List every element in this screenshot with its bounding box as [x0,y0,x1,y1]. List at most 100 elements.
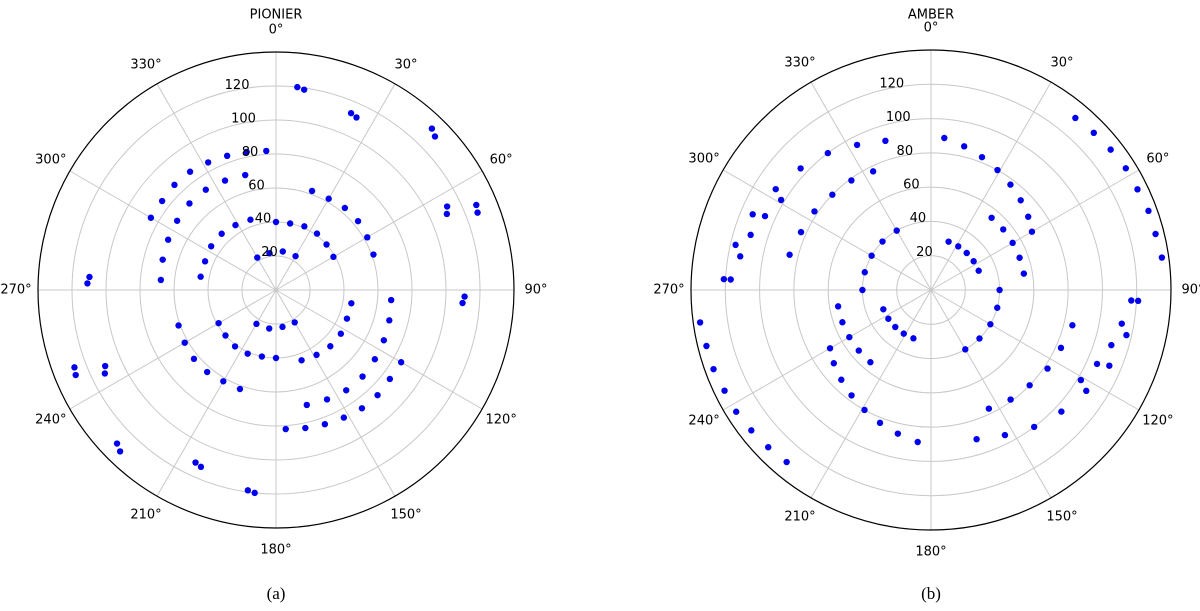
theta-tick-label: 330° [130,57,161,72]
theta-tick-label: 270° [653,283,684,298]
data-point [301,223,308,230]
data-point [327,343,334,350]
theta-grid-line [722,169,932,291]
data-point [347,109,355,117]
data-point [101,362,109,370]
data-point [829,191,836,198]
r-tick-label: 100 [231,112,256,127]
data-point [1020,270,1028,277]
data-point [996,286,1003,294]
theta-tick-label: 240° [35,413,66,428]
data-point [207,243,215,250]
data-point [853,141,861,149]
data-point [323,241,330,248]
data-point [1044,365,1051,372]
data-point [1128,297,1135,304]
data-point [985,405,993,412]
theta-tick-label: 30° [1050,56,1073,71]
data-point [443,203,451,210]
data-point [973,435,980,443]
data-point [994,166,1001,174]
r-grid-circle [173,187,379,393]
data-point [1107,146,1114,153]
data-point [988,214,995,221]
data-point [244,487,252,494]
theta-tick-label: 300° [688,152,719,167]
data-point [1030,423,1038,431]
data-point [341,204,349,212]
data-point [337,330,345,337]
data-point [1134,297,1142,305]
data-point [374,391,381,399]
data-point [221,177,229,184]
r-grid-circle [139,153,413,427]
data-point [867,359,874,366]
data-point [861,269,868,276]
data-point [721,387,728,394]
theta-grid-line [810,289,932,499]
data-point [976,335,983,342]
theta-tick-label: 90° [1181,283,1200,298]
data-point [1025,213,1032,220]
data-point [838,376,845,383]
data-point [811,208,818,215]
data-point [473,201,480,209]
theta-tick-label: 240° [688,414,719,429]
theta-tick-label: 210° [130,508,161,523]
data-point [824,149,832,157]
r-grid-circle [896,255,966,325]
data-point [1017,197,1024,204]
data-point [343,315,351,322]
data-point [748,427,755,434]
r-grid-circle [105,119,447,461]
data-point [461,293,468,300]
data-point [955,243,962,250]
data-point [1007,181,1014,188]
data-point [313,230,321,237]
data-point [1072,114,1079,122]
data-point [321,420,329,428]
data-point [876,419,884,427]
data-point [749,211,756,218]
data-point [894,430,902,437]
r-tick-label: 100 [886,110,911,125]
data-point [380,337,388,344]
data-point [186,168,194,175]
data-point [1026,382,1033,389]
r-tick-label: 60 [903,178,920,193]
data-point [323,396,331,403]
data-point [71,364,78,371]
data-point [215,319,222,327]
data-point [116,448,124,455]
data-point [1077,376,1085,384]
r-tick-label: 120 [225,78,250,93]
theta-grid-line [930,81,1052,291]
data-point [244,350,251,357]
data-point [855,347,862,354]
data-point [1083,387,1090,395]
data-point [1145,207,1152,215]
data-point [797,228,805,236]
data-point [732,241,739,249]
r-grid-circle [724,83,1138,497]
data-point [1007,396,1014,403]
data-point [386,375,394,383]
r-tick-label: 80 [242,145,259,160]
theta-tick-label: 60° [1146,152,1169,167]
data-point [397,359,405,366]
theta-tick-label: 270° [0,283,31,298]
data-point [340,414,348,421]
data-point [253,320,260,328]
data-point [885,315,892,322]
data-point [298,357,305,364]
theta-tick-label: 300° [35,153,66,168]
theta-tick-label: 180° [260,543,291,558]
data-point [786,251,793,258]
data-point [158,197,166,205]
caption: (b) [921,584,941,603]
theta-tick-label: 330° [784,56,815,71]
data-point [1123,331,1130,339]
data-point [710,365,717,373]
data-point [1028,228,1036,235]
